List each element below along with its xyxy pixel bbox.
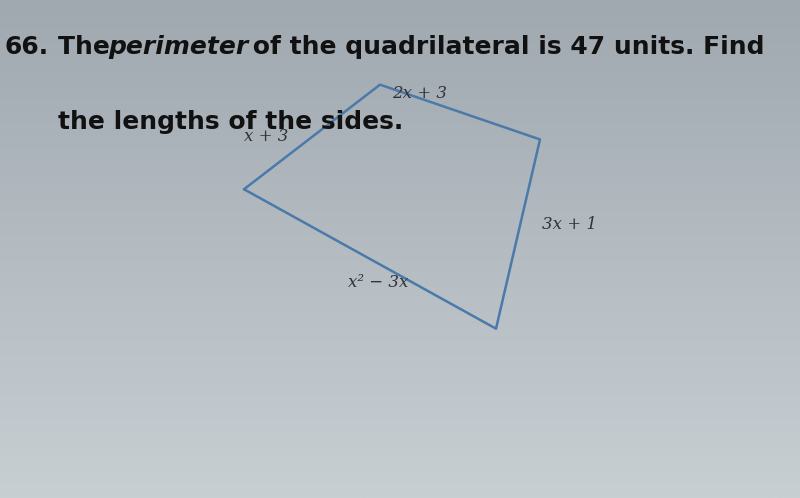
Text: of the quadrilateral is 47 units. Find: of the quadrilateral is 47 units. Find: [244, 35, 765, 59]
Text: 2x + 3: 2x + 3: [393, 85, 447, 102]
Text: 66.: 66.: [4, 35, 48, 59]
Text: the lengths of the sides.: the lengths of the sides.: [58, 110, 403, 133]
Text: 3x + 1: 3x + 1: [542, 216, 597, 233]
Text: perimeter: perimeter: [108, 35, 248, 59]
Text: x + 3: x + 3: [244, 128, 288, 145]
Text: The: The: [58, 35, 118, 59]
Text: x² − 3x: x² − 3x: [348, 274, 408, 291]
